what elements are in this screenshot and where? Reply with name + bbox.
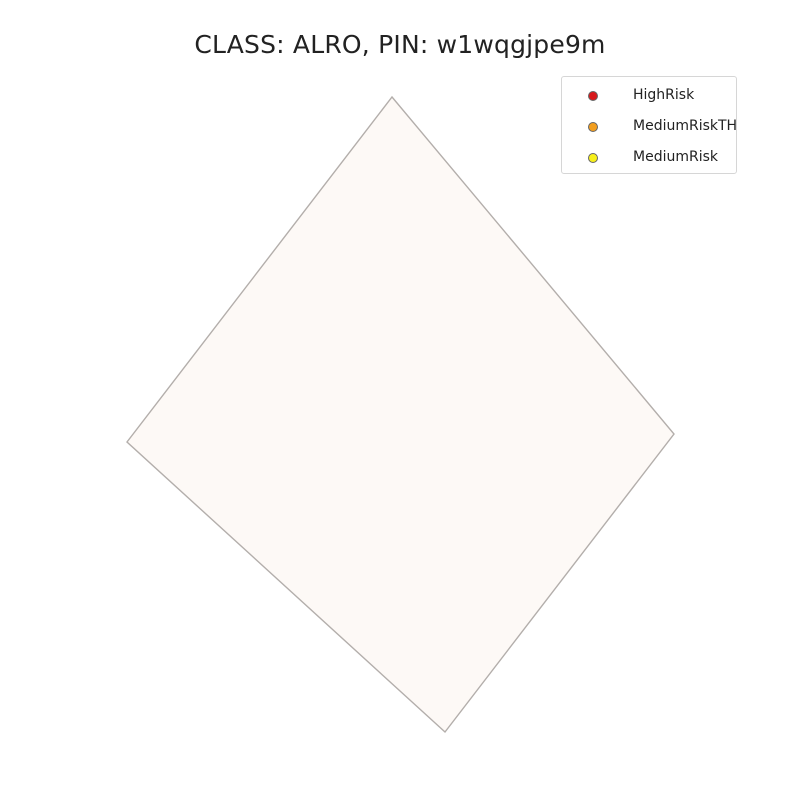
legend-item-mediumriskth: MediumRiskTH bbox=[562, 117, 738, 137]
parcel-polygon bbox=[126, 95, 675, 734]
legend-marker-mediumriskth bbox=[588, 122, 598, 132]
legend-item-mediumrisk: MediumRisk bbox=[562, 148, 736, 168]
legend-marker-highrisk bbox=[588, 91, 598, 101]
legend-label-highrisk: HighRisk bbox=[633, 87, 695, 103]
legend-label-mediumriskth: MediumRiskTH bbox=[633, 118, 738, 134]
legend-marker-mediumrisk bbox=[588, 153, 598, 163]
map-title: CLASS: ALRO, PIN: w1wqgjpe9m bbox=[194, 30, 606, 59]
legend-label-mediumrisk: MediumRisk bbox=[633, 149, 718, 165]
legend: HighRisk MediumRiskTH MediumRisk bbox=[561, 76, 737, 174]
legend-item-highrisk: HighRisk bbox=[562, 86, 736, 106]
